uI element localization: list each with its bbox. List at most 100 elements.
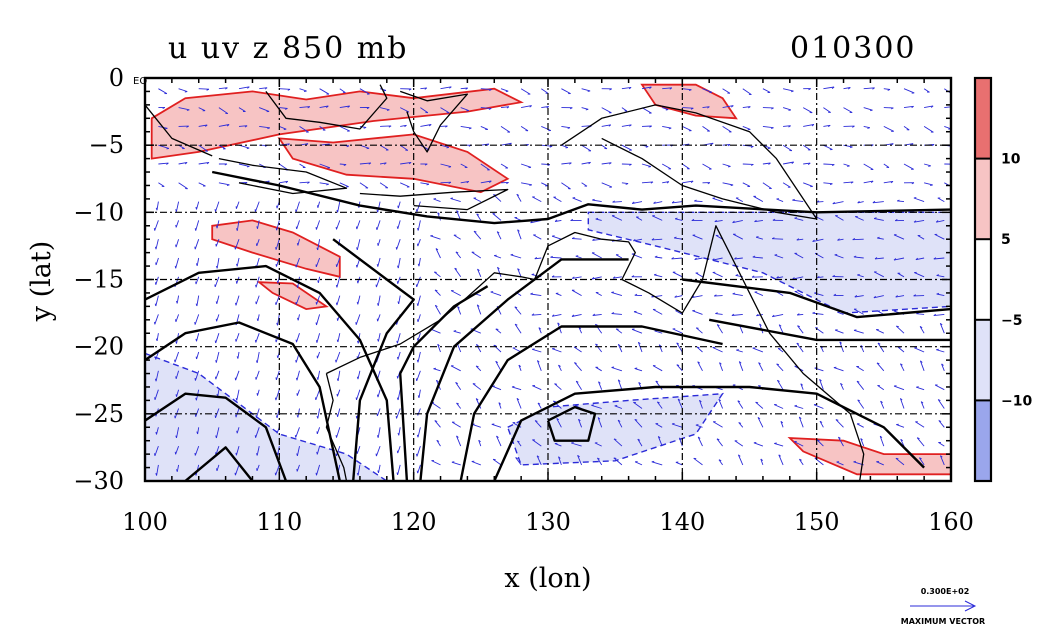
wind-vector-head bbox=[634, 293, 638, 296]
y-tick-label: −30 bbox=[73, 467, 124, 495]
wind-vector bbox=[823, 163, 835, 166]
wind-vector-head bbox=[424, 163, 428, 166]
wind-vector bbox=[398, 427, 401, 436]
wind-vector bbox=[235, 295, 240, 306]
wind-vector-head bbox=[376, 394, 379, 398]
wind-vector-head bbox=[326, 183, 329, 186]
wind-vector-head bbox=[436, 379, 439, 383]
wind-vector bbox=[692, 234, 703, 240]
wind-vector-head bbox=[847, 165, 850, 167]
wind-vector-head bbox=[917, 437, 920, 440]
wind-vector-head bbox=[819, 379, 822, 382]
wind-vector bbox=[178, 88, 188, 92]
wind-vector-head bbox=[215, 301, 218, 304]
wind-vector-head bbox=[552, 235, 555, 237]
wind-vector bbox=[936, 219, 945, 223]
wind-vector bbox=[473, 197, 481, 203]
wind-vector-head bbox=[930, 184, 933, 186]
wind-vector-head bbox=[437, 343, 440, 347]
wind-vector-head bbox=[315, 322, 317, 326]
wind-vector bbox=[702, 106, 710, 109]
wind-vector bbox=[255, 295, 260, 305]
wind-vector-head bbox=[756, 313, 759, 317]
wind-vector-head bbox=[426, 183, 430, 186]
wind-vector-head bbox=[436, 439, 440, 442]
wind-vector bbox=[521, 105, 532, 109]
wind-vector-head bbox=[716, 438, 720, 441]
wind-vector bbox=[694, 257, 703, 261]
wind-vector bbox=[823, 86, 835, 90]
wind-vector bbox=[460, 163, 468, 168]
wind-vector-head bbox=[195, 338, 197, 342]
x-tick-label: 130 bbox=[525, 508, 571, 536]
wind-vector bbox=[936, 349, 945, 353]
wind-vector-head bbox=[816, 200, 820, 203]
wind-vector-head bbox=[275, 227, 278, 231]
wind-vector bbox=[455, 382, 462, 390]
wind-vector bbox=[517, 229, 522, 240]
wind-vector bbox=[492, 458, 502, 466]
wind-vector bbox=[941, 363, 945, 371]
wind-vector bbox=[514, 323, 522, 334]
wind-vector-head bbox=[853, 329, 857, 331]
wind-vector-head bbox=[206, 88, 210, 91]
wind-vector-head bbox=[831, 164, 835, 167]
wind-vector-head bbox=[653, 201, 656, 204]
wind-vector bbox=[716, 438, 723, 447]
wind-vector-head bbox=[186, 125, 189, 128]
wind-vector bbox=[238, 125, 248, 127]
wind-vector bbox=[435, 248, 441, 259]
wind-vector bbox=[396, 408, 401, 419]
wind-vector-head bbox=[336, 339, 339, 343]
wind-vector bbox=[380, 125, 392, 127]
wind-vector bbox=[863, 125, 870, 129]
wind-vector-head bbox=[653, 273, 657, 276]
wind-vector-head bbox=[435, 248, 439, 251]
wind-vector-head bbox=[867, 127, 870, 129]
wind-vector-head bbox=[175, 341, 177, 344]
wind-vector-head bbox=[155, 431, 157, 435]
wind-vector bbox=[753, 442, 764, 447]
wind-vector-head bbox=[668, 127, 672, 130]
wind-vector-head bbox=[832, 201, 835, 205]
wind-vector-head bbox=[296, 285, 299, 288]
wind-vector bbox=[279, 180, 288, 184]
wind-vector-head bbox=[938, 420, 942, 422]
wind-vector-head bbox=[287, 88, 291, 91]
wind-vector-head bbox=[633, 238, 636, 242]
wind-vector-head bbox=[416, 470, 419, 474]
wind-vector-head bbox=[551, 314, 555, 317]
wind-vector-head bbox=[831, 86, 835, 89]
wind-vector bbox=[196, 295, 200, 307]
wind-vector-head bbox=[797, 325, 800, 328]
wind-vector bbox=[671, 257, 683, 260]
wind-vector bbox=[434, 289, 441, 296]
wind-vector bbox=[155, 351, 159, 360]
wind-vector bbox=[256, 351, 260, 363]
wind-vector-head bbox=[873, 295, 876, 299]
wind-vector bbox=[895, 325, 905, 334]
wind-vector bbox=[712, 197, 723, 203]
wind-vector-head bbox=[613, 438, 617, 440]
wind-vector bbox=[537, 402, 542, 409]
wind-vector-head bbox=[936, 348, 939, 351]
wind-vector-head bbox=[890, 181, 894, 184]
wind-vector bbox=[695, 272, 703, 278]
wind-vector bbox=[355, 314, 361, 325]
wind-vector bbox=[297, 314, 300, 321]
wind-vector-head bbox=[716, 324, 720, 327]
wind-vector-head bbox=[215, 265, 218, 269]
wind-vector bbox=[595, 292, 602, 296]
wind-vector bbox=[712, 257, 723, 261]
wind-vector-head bbox=[671, 423, 675, 425]
coastline-segment bbox=[359, 188, 509, 211]
wind-vector bbox=[571, 442, 582, 447]
wind-vector bbox=[196, 333, 200, 342]
wind-vector bbox=[782, 144, 793, 152]
wind-vector bbox=[737, 400, 744, 409]
wind-vector bbox=[860, 438, 865, 447]
wind-vector-head bbox=[285, 108, 288, 110]
wind-vector-head bbox=[895, 457, 899, 460]
wind-vector bbox=[937, 197, 945, 202]
wind-vector-head bbox=[857, 399, 861, 402]
